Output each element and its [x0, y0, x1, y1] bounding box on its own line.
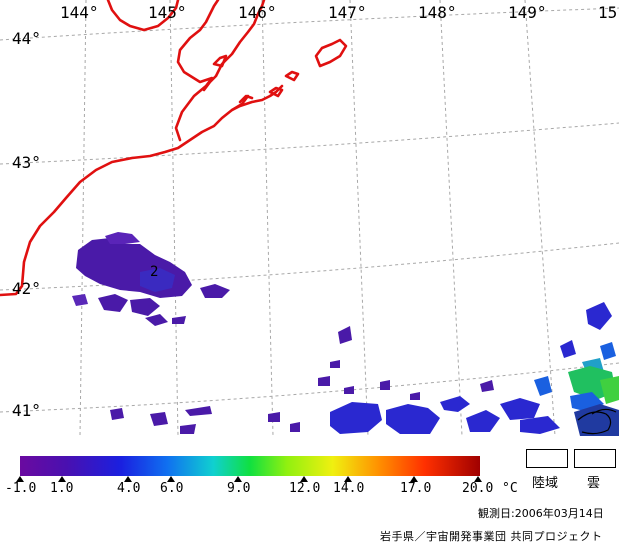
legend-tick-label: 20.0 — [462, 481, 494, 496]
legend-tick-label: 4.0 — [117, 481, 141, 496]
coastline — [0, 0, 348, 297]
legend-tick-label: 6.0 — [160, 481, 184, 496]
lon-labels: 144° 145° 146° 147° 148° 149° 15 — [60, 3, 617, 22]
graticule — [0, 0, 619, 436]
lat-label: 41° — [12, 401, 41, 420]
sst-patches — [72, 232, 619, 436]
lat-label: 44° — [12, 29, 41, 48]
lon-label: 15 — [598, 3, 617, 22]
lon-label: 148° — [418, 3, 457, 22]
land-swatch — [526, 449, 568, 468]
lon-label: 146° — [238, 3, 277, 22]
cloud-label: 雲 — [587, 476, 601, 491]
land-label: 陸域 — [532, 476, 559, 491]
contour-label: 2 — [150, 264, 158, 280]
lon-label: 149° — [508, 3, 547, 22]
legend-tick-label: -1.0 — [5, 481, 37, 496]
color-bar — [20, 456, 480, 476]
sst-map: 144° 145° 146° 147° 148° 149° 15 44° 43°… — [0, 0, 619, 436]
color-bar-ticks — [16, 476, 482, 482]
observation-date: 観測日:2006年03月14日 — [478, 507, 604, 520]
legend-unit: °C — [502, 481, 518, 496]
legend-tick-label: 1.0 — [50, 481, 74, 496]
lon-label: 147° — [328, 3, 367, 22]
lon-label: 145° — [148, 3, 187, 22]
lat-label: 43° — [12, 153, 41, 172]
legend-tick-label: 17.0 — [400, 481, 432, 496]
legend-tick-label: 14.0 — [333, 481, 365, 496]
lon-label: 144° — [60, 3, 99, 22]
legend-tick-label: 12.0 — [289, 481, 321, 496]
legend — [16, 456, 482, 482]
lat-label: 42° — [12, 279, 41, 298]
cloud-swatch — [574, 449, 616, 468]
credit-line: 岩手県／宇宙開発事業団 共同プロジェクト — [380, 530, 603, 543]
lat-labels: 44° 43° 42° 41° — [12, 29, 41, 420]
legend-tick-label: 9.0 — [227, 481, 251, 496]
